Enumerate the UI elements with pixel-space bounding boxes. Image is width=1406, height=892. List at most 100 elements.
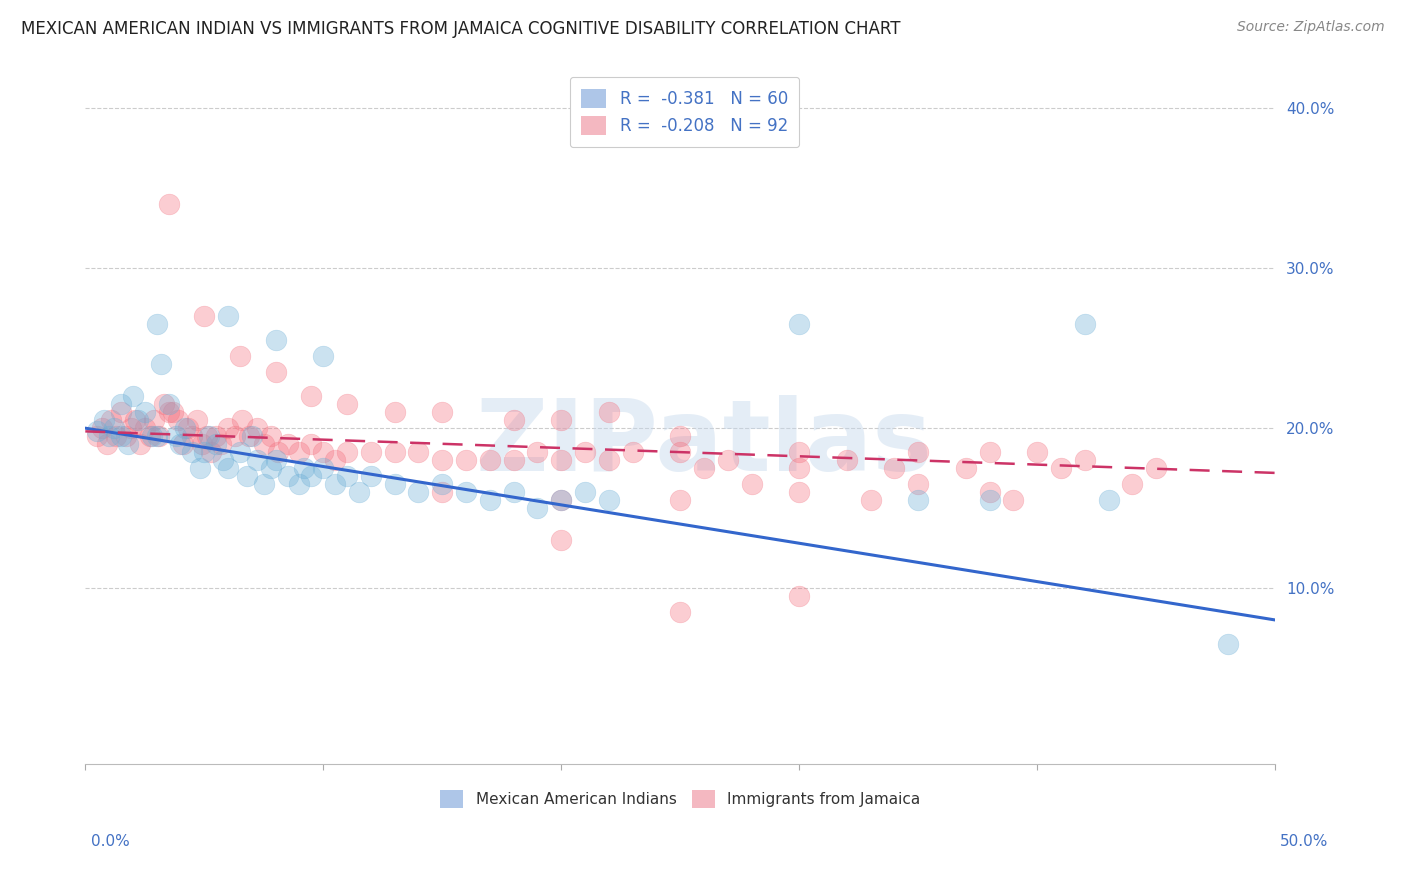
Point xyxy=(253,477,276,491)
Point xyxy=(1074,453,1097,467)
Point xyxy=(186,413,208,427)
Point xyxy=(86,429,108,443)
Point xyxy=(669,493,692,508)
Point xyxy=(1097,493,1119,508)
Point xyxy=(408,445,430,459)
Point xyxy=(787,485,810,500)
Point xyxy=(209,437,232,451)
Point xyxy=(157,405,180,419)
Text: ZIPatlas: ZIPatlas xyxy=(475,395,932,492)
Legend: Mexican American Indians, Immigrants from Jamaica: Mexican American Indians, Immigrants fro… xyxy=(433,782,928,815)
Point xyxy=(907,493,929,508)
Point xyxy=(217,421,239,435)
Point xyxy=(229,445,252,459)
Point xyxy=(384,445,406,459)
Point xyxy=(129,437,152,451)
Point xyxy=(1074,318,1097,332)
Point xyxy=(787,318,810,332)
Point xyxy=(1121,477,1143,491)
Point xyxy=(238,429,260,443)
Point xyxy=(145,429,167,443)
Point xyxy=(526,501,548,516)
Point xyxy=(157,197,180,211)
Point xyxy=(167,413,190,427)
Point xyxy=(157,397,180,411)
Point xyxy=(787,461,810,475)
Point xyxy=(669,429,692,443)
Point xyxy=(979,485,1001,500)
Point xyxy=(598,453,620,467)
Point xyxy=(127,413,149,427)
Point xyxy=(96,437,118,451)
Point xyxy=(181,429,204,443)
Point xyxy=(114,429,136,443)
Point xyxy=(550,413,572,427)
Point xyxy=(260,429,283,443)
Point xyxy=(955,461,977,475)
Point xyxy=(299,437,322,451)
Point xyxy=(143,413,166,427)
Point xyxy=(669,605,692,619)
Point xyxy=(110,429,132,443)
Point xyxy=(195,429,218,443)
Point xyxy=(502,453,524,467)
Point xyxy=(408,485,430,500)
Point xyxy=(432,485,454,500)
Point xyxy=(169,437,191,451)
Point xyxy=(550,453,572,467)
Point xyxy=(574,485,596,500)
Point xyxy=(478,493,501,508)
Point xyxy=(312,461,335,475)
Point xyxy=(264,333,287,347)
Point xyxy=(384,477,406,491)
Point xyxy=(134,421,156,435)
Point xyxy=(150,357,173,371)
Point xyxy=(191,437,214,451)
Point xyxy=(100,413,122,427)
Point xyxy=(859,493,882,508)
Point xyxy=(550,493,572,508)
Point xyxy=(253,437,276,451)
Point xyxy=(231,413,253,427)
Point xyxy=(93,413,115,427)
Point xyxy=(787,445,810,459)
Point xyxy=(693,461,716,475)
Point xyxy=(277,437,299,451)
Point xyxy=(103,421,125,435)
Point xyxy=(1144,461,1167,475)
Point xyxy=(105,429,128,443)
Point xyxy=(165,429,187,443)
Point xyxy=(110,405,132,419)
Point xyxy=(1216,637,1239,651)
Point xyxy=(246,453,269,467)
Point xyxy=(598,493,620,508)
Point xyxy=(336,397,359,411)
Point xyxy=(347,485,370,500)
Point xyxy=(124,413,146,427)
Point xyxy=(145,318,167,332)
Point xyxy=(288,445,311,459)
Point xyxy=(299,389,322,403)
Point xyxy=(598,405,620,419)
Point xyxy=(98,429,121,443)
Point xyxy=(153,397,176,411)
Point xyxy=(292,461,315,475)
Point xyxy=(432,477,454,491)
Point xyxy=(502,413,524,427)
Point xyxy=(240,429,263,443)
Point xyxy=(621,445,644,459)
Point xyxy=(91,421,114,435)
Point xyxy=(229,349,252,363)
Point xyxy=(141,429,163,443)
Point xyxy=(174,421,197,435)
Text: MEXICAN AMERICAN INDIAN VS IMMIGRANTS FROM JAMAICA COGNITIVE DISABILITY CORRELAT: MEXICAN AMERICAN INDIAN VS IMMIGRANTS FR… xyxy=(21,20,901,37)
Point xyxy=(193,445,215,459)
Point xyxy=(669,445,692,459)
Point xyxy=(835,453,858,467)
Point xyxy=(188,461,211,475)
Point xyxy=(138,429,160,443)
Point xyxy=(193,310,215,324)
Point xyxy=(198,429,221,443)
Point xyxy=(323,453,346,467)
Point xyxy=(134,405,156,419)
